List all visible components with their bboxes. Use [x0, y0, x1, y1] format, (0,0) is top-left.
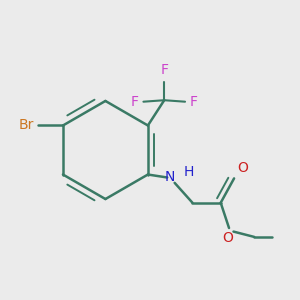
Text: F: F	[160, 63, 168, 77]
Text: O: O	[237, 161, 248, 175]
Text: Br: Br	[19, 118, 34, 133]
Text: F: F	[130, 95, 138, 109]
Text: H: H	[184, 165, 194, 179]
Text: N: N	[165, 170, 175, 184]
Text: F: F	[190, 95, 198, 109]
Text: O: O	[222, 231, 233, 245]
